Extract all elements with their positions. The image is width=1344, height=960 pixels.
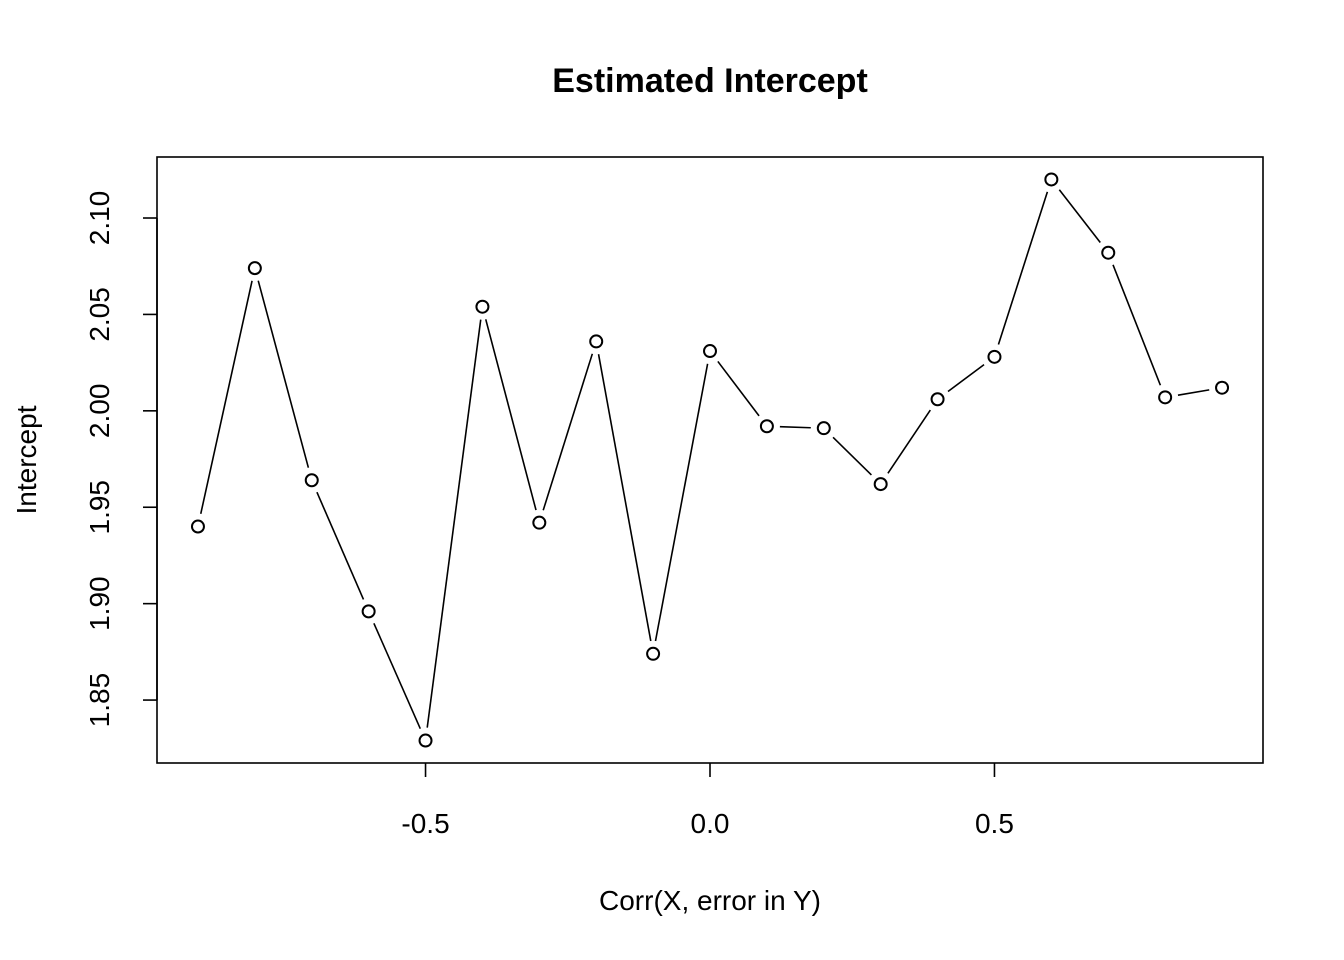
y-axis: 1.85 1.90 1.95 2.00 2.05 2.10 — [84, 191, 158, 728]
data-point — [873, 477, 888, 492]
data-point — [1044, 172, 1059, 187]
y-tick-label: 2.05 — [84, 287, 115, 342]
data-point — [646, 646, 661, 661]
series-line-segment — [199, 280, 253, 514]
data-point — [1158, 390, 1173, 405]
x-tick-label: -0.5 — [401, 808, 449, 839]
series-line-segment — [257, 280, 310, 468]
data-point — [703, 344, 717, 359]
series-line-segment — [779, 425, 811, 429]
x-tick-label: 0.5 — [975, 808, 1014, 839]
series-line-segment — [1058, 189, 1101, 243]
series-line-segment — [1177, 389, 1210, 396]
series-line-segment — [484, 319, 537, 511]
chart-title: Estimated Intercept — [552, 62, 868, 100]
data-point — [1215, 380, 1230, 395]
y-tick-label: 1.95 — [84, 480, 115, 535]
x-tick-label: 0.0 — [691, 808, 730, 839]
data-point — [475, 299, 490, 314]
series-line-segment — [542, 353, 594, 511]
series-line-segment — [316, 491, 365, 600]
data-point — [190, 519, 205, 534]
data-point — [532, 515, 547, 530]
series-line-segment — [997, 191, 1049, 345]
series-line-segment — [373, 622, 422, 729]
y-tick-label: 2.10 — [84, 191, 115, 246]
series-line-segment — [597, 354, 652, 642]
data-point — [247, 261, 262, 276]
data-point — [930, 392, 945, 407]
plot-frame — [156, 156, 1264, 764]
series-line-segment — [1112, 264, 1162, 386]
data-series — [190, 172, 1230, 748]
series-line-segment — [426, 319, 482, 728]
data-point — [987, 349, 1002, 364]
x-axis: -0.5 0.0 0.5 — [401, 763, 1014, 839]
data-point — [759, 419, 774, 434]
series-line-segment — [832, 436, 872, 476]
data-point — [816, 421, 831, 436]
series-line-segment — [947, 363, 985, 393]
series-line-segment — [654, 363, 709, 642]
data-point — [1101, 245, 1116, 260]
y-tick-label: 2.00 — [84, 384, 115, 439]
data-point — [304, 473, 319, 488]
series-line-segment — [887, 409, 931, 474]
data-point — [418, 733, 433, 748]
series-line-segment — [717, 360, 760, 417]
x-axis-label: Corr(X, error in Y) — [599, 885, 821, 916]
y-tick-label: 1.90 — [84, 576, 115, 631]
y-axis-label: Intercept — [11, 405, 42, 514]
data-point — [361, 604, 376, 619]
data-point — [589, 334, 604, 349]
y-tick-label: 1.85 — [84, 673, 115, 728]
